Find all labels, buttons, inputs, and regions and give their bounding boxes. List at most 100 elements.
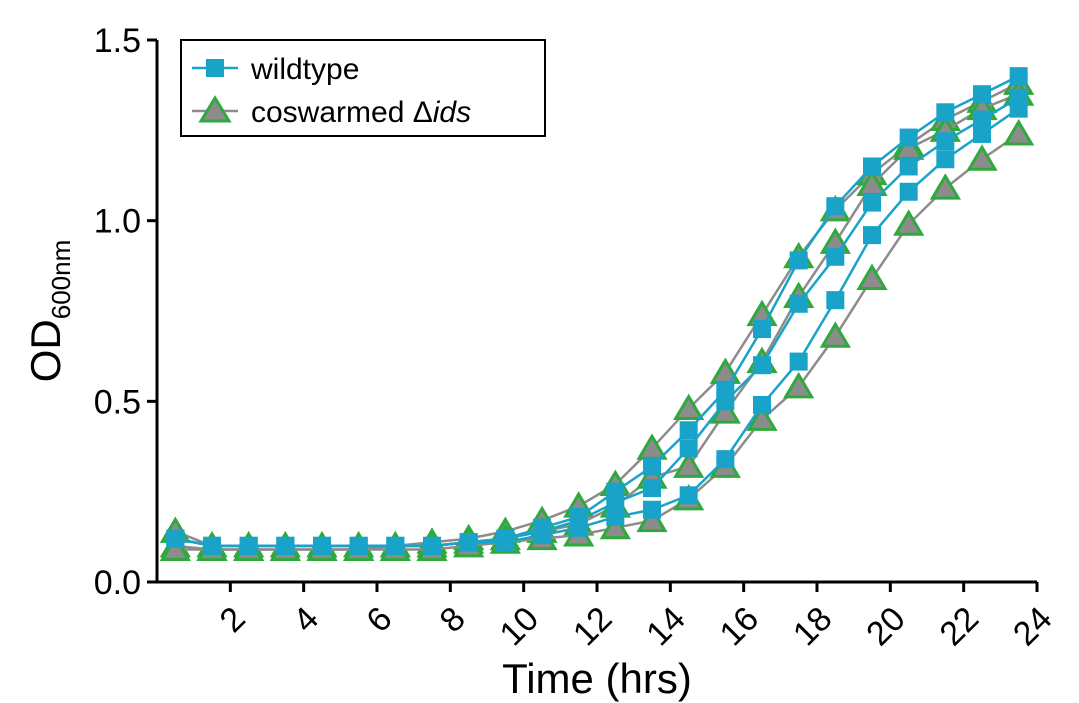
data-point-square (936, 132, 955, 151)
data-point-triangle (673, 393, 705, 421)
data-point-square (789, 294, 808, 313)
data-point-triangle (819, 321, 851, 348)
data-point-triangle (856, 263, 888, 290)
legend-square-marker-icon (206, 59, 224, 77)
data-point-square (1009, 99, 1028, 118)
data-point-square (899, 182, 918, 201)
data-point-triangle (1003, 118, 1035, 146)
data-point-triangle (636, 505, 668, 533)
x-tick-label: 10 (493, 600, 547, 654)
data-point-square (716, 450, 735, 469)
x-tick-label: 14 (639, 600, 693, 654)
data-point-square (643, 500, 661, 519)
legend-label-coswarmed-italic: ids (433, 96, 471, 129)
y-axis-title-subscript: 600nm (46, 240, 76, 320)
x-tick-label: 22 (933, 600, 987, 654)
data-point-triangle (709, 357, 741, 384)
data-point-triangle (673, 451, 705, 478)
data-point-triangle (599, 512, 631, 540)
data-point-square (386, 536, 405, 555)
data-point-square (496, 533, 515, 552)
series-line (175, 132, 1020, 551)
data-point-square (643, 479, 661, 498)
data-point-square (826, 247, 845, 266)
legend-label-coswarmed: coswarmed Δids (251, 96, 471, 129)
series-line (175, 93, 1020, 551)
data-point-square (203, 536, 221, 555)
data-point-square (239, 536, 258, 555)
data-point-square (789, 251, 808, 270)
data-point-square (863, 226, 881, 245)
x-ticks: 2 4 6 8 10 12 14 16 18 20 22 24 (213, 582, 1060, 654)
data-point-triangle (966, 144, 998, 171)
legend-label-wildtype: wildtype (250, 53, 359, 86)
series-wildtype-0 (166, 67, 1028, 555)
data-point-square (936, 150, 955, 169)
data-point-square (569, 518, 588, 537)
data-point-square (643, 457, 661, 476)
data-point-square (679, 486, 698, 505)
x-tick-label: 24 (1006, 600, 1060, 654)
data-point-square (789, 352, 808, 371)
y-axis-title: OD600nm (22, 240, 76, 383)
data-point-square (753, 395, 771, 414)
data-point-triangle (783, 371, 815, 399)
series-coswarmed-4 (159, 79, 1035, 561)
data-point-square (533, 526, 551, 545)
data-point-square (166, 529, 185, 548)
data-point-square (753, 320, 771, 339)
y-ticks: 0.0 0.5 1.0 1.5 (94, 22, 157, 602)
legend-triangle-marker-icon (198, 95, 232, 123)
legend-label-coswarmed-prefix: coswarmed Δ (251, 96, 433, 129)
data-point-square (973, 110, 991, 129)
x-tick-label: 2 (213, 600, 253, 640)
x-tick-label: 16 (713, 600, 767, 654)
series-layer (159, 67, 1035, 561)
data-point-square (679, 439, 698, 458)
data-point-square (606, 507, 625, 526)
x-tick-label: 12 (566, 600, 620, 654)
series-line (175, 75, 1020, 548)
data-point-square (423, 536, 441, 555)
data-point-square (826, 197, 845, 216)
data-point-square (1009, 67, 1028, 86)
x-tick-label: 18 (786, 600, 840, 654)
data-point-square (276, 536, 295, 555)
data-point-triangle (929, 173, 961, 200)
legend-box (180, 39, 546, 137)
data-point-square (753, 356, 771, 375)
data-point-square (606, 493, 625, 512)
data-point-square (936, 103, 955, 122)
x-axis-title: Time (hrs) (502, 655, 692, 702)
data-point-square (973, 85, 991, 104)
data-point-square (899, 128, 918, 147)
data-point-square (459, 533, 478, 552)
data-point-triangle (893, 209, 925, 236)
x-tick-label: 6 (359, 600, 399, 640)
data-point-square (826, 291, 845, 310)
series-line (174, 82, 1020, 548)
legend: wildtype coswarmed Δids (180, 39, 546, 137)
series-line (175, 107, 1020, 548)
legend-entry-coswarmed: coswarmed Δids (192, 95, 471, 129)
y-tick-label: 0.5 (94, 383, 141, 421)
y-tick-label: 1.5 (94, 22, 141, 60)
data-point-square (863, 157, 881, 176)
data-point-square (899, 157, 918, 176)
data-point-square (679, 421, 698, 440)
data-point-square (313, 536, 331, 555)
legend-entry-wildtype: wildtype (192, 53, 359, 86)
y-tick-label: 0.0 (94, 564, 141, 602)
data-point-square (973, 124, 991, 143)
x-tick-label: 4 (286, 600, 326, 640)
data-point-square (716, 392, 735, 411)
series-wildtype-2 (166, 99, 1028, 555)
data-point-triangle (746, 404, 778, 431)
data-point-triangle (159, 534, 191, 561)
y-tick-label: 1.0 (94, 203, 141, 241)
data-point-square (863, 193, 881, 212)
y-axis-title-main: OD (22, 319, 69, 382)
data-point-square (349, 536, 368, 555)
x-tick-label: 20 (859, 600, 913, 654)
